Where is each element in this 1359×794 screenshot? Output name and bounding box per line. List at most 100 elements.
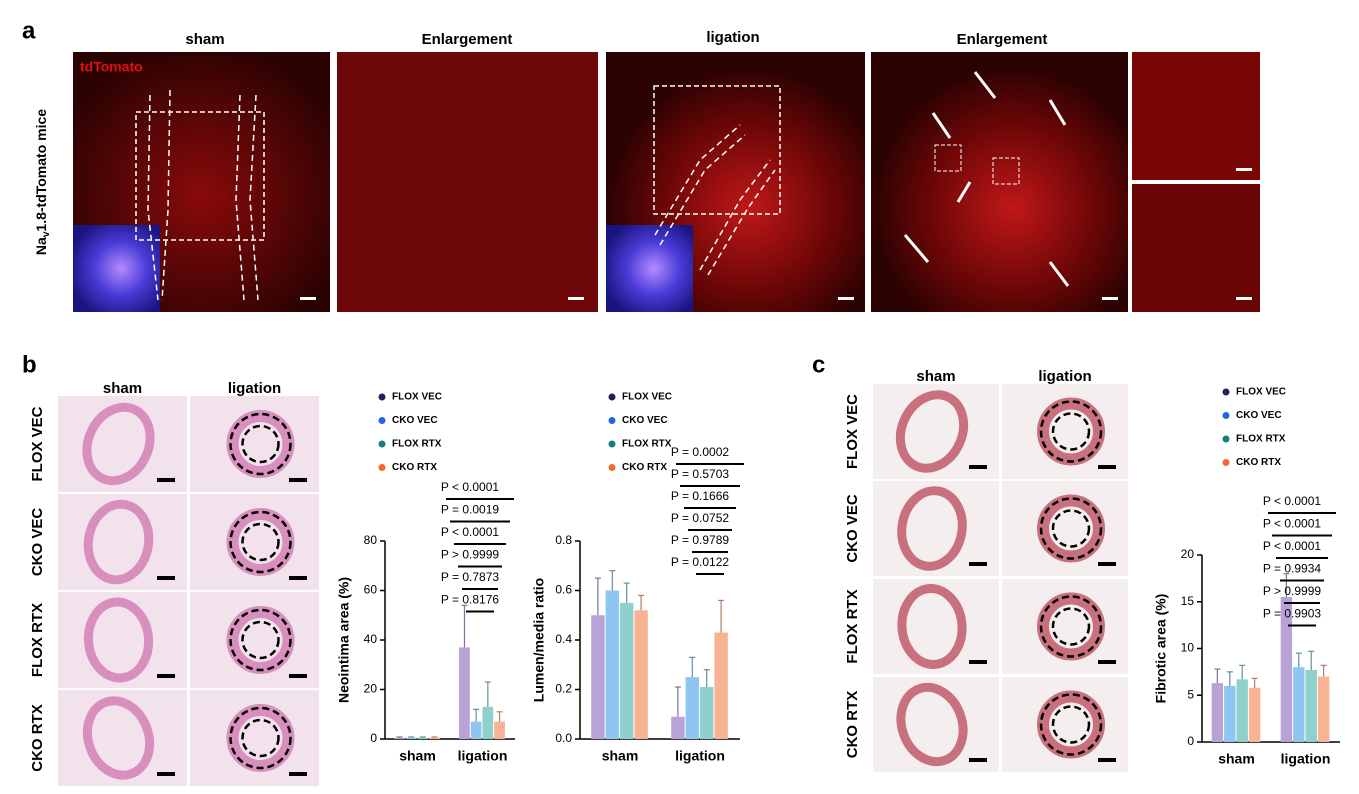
dash-outline <box>241 620 280 660</box>
x-tick-label: sham <box>399 748 436 764</box>
bar <box>671 716 685 739</box>
panel-letter: c <box>812 351 825 378</box>
y-tick-label: 0.4 <box>555 632 572 646</box>
vessel <box>897 584 967 669</box>
scale-bar <box>289 772 307 776</box>
bar <box>685 677 699 739</box>
scale-bar <box>157 772 175 776</box>
bar <box>394 737 405 739</box>
micrograph <box>190 592 319 688</box>
bar <box>620 602 634 739</box>
vessel <box>83 499 154 585</box>
x-tick-label: ligation <box>458 748 508 764</box>
y-tick-label: 20 <box>1181 547 1195 561</box>
scale-bar <box>1098 465 1116 469</box>
y-tick-label: 60 <box>364 583 378 597</box>
y-axis-label: Neointima area (%) <box>336 577 352 703</box>
legend-marker <box>378 464 386 471</box>
bar <box>405 737 417 739</box>
bar <box>482 706 494 739</box>
legend-label: FLOX VEC <box>622 392 672 403</box>
side-label-part: 1.8-tdTomato mice <box>33 109 49 232</box>
y-tick-label: 5 <box>1187 687 1194 701</box>
y-tick-label: 40 <box>364 632 378 646</box>
side-label: Nav1.8-tdTomato mice <box>33 109 52 255</box>
roi-box <box>992 157 1020 185</box>
legend-label: CKO VEC <box>622 415 668 426</box>
p-value: P > 0.9999 <box>441 548 499 562</box>
p-value: P > 0.9999 <box>1263 584 1321 598</box>
p-value: P = 0.9903 <box>1263 607 1321 621</box>
column-header: Enlargement <box>957 31 1048 48</box>
legend-label: CKO VEC <box>392 415 438 426</box>
legend-marker <box>608 393 616 401</box>
dash-outline <box>229 412 292 476</box>
bar <box>1317 676 1330 742</box>
roi-box <box>934 144 962 172</box>
y-axis-label: Lumen/media ratio <box>531 578 547 702</box>
vessel <box>895 390 969 473</box>
micrograph <box>337 52 598 312</box>
roi-box <box>653 85 781 215</box>
legend-label: FLOX RTX <box>1236 434 1286 445</box>
row-label: FLOX RTX <box>844 589 861 663</box>
scale-bar <box>157 576 175 580</box>
panel-a-images <box>73 52 1260 312</box>
legend-marker <box>1222 388 1230 396</box>
side-label-part: Na <box>33 237 49 255</box>
vessel <box>226 410 295 478</box>
p-value: P < 0.0001 <box>441 525 499 539</box>
vessel <box>226 606 295 674</box>
dash-outline <box>1051 705 1091 744</box>
y-tick-label: 15 <box>1181 594 1195 608</box>
bar <box>1236 679 1248 742</box>
vessel <box>1037 397 1105 466</box>
micrograph <box>873 481 999 576</box>
dash-outline <box>1039 595 1103 658</box>
dash-outline <box>1051 509 1091 548</box>
row-label: CKO VEC <box>844 494 861 563</box>
scale-bar <box>289 674 307 678</box>
legend-marker <box>608 464 616 471</box>
scale-bar <box>157 478 175 482</box>
y-tick-label: 0.2 <box>555 682 572 696</box>
p-value: P = 0.0002 <box>671 445 729 459</box>
scale-bar <box>289 576 307 580</box>
y-tick-label: 0 <box>1187 734 1194 748</box>
p-value: P < 0.0001 <box>1263 517 1321 531</box>
bar <box>494 721 505 739</box>
column-header: sham <box>916 368 955 385</box>
bar <box>634 610 648 739</box>
dash-outline <box>229 706 292 770</box>
legend-marker <box>1222 459 1230 466</box>
inset <box>606 225 693 312</box>
p-value: P = 0.0122 <box>671 555 729 569</box>
scale-bar <box>289 478 307 482</box>
legend-marker <box>608 417 616 424</box>
legend-label: CKO RTX <box>1236 457 1281 468</box>
p-value: P = 0.0019 <box>441 503 499 517</box>
legend-marker <box>1222 412 1230 419</box>
bar <box>470 721 482 739</box>
side-label-sub: v <box>41 231 52 237</box>
p-value: P = 0.7873 <box>441 570 499 584</box>
micrograph <box>1132 184 1260 312</box>
roi-box <box>135 111 265 241</box>
row-label: CKO RTX <box>844 691 861 759</box>
vessel <box>83 597 154 683</box>
micrograph <box>1132 52 1260 180</box>
row-label: CKO VEC <box>29 508 46 577</box>
bar <box>1224 685 1236 742</box>
scale-bar <box>969 465 987 469</box>
column-header: Enlargement <box>422 31 513 48</box>
dash-outline <box>241 718 280 758</box>
micrograph <box>873 579 999 674</box>
dash-outline <box>1051 607 1091 646</box>
scale-bar <box>157 674 175 678</box>
legend-label: FLOX RTX <box>392 439 442 450</box>
scale-bar <box>969 562 987 566</box>
dash-outline <box>241 522 280 562</box>
bar <box>1248 687 1261 742</box>
vessel <box>226 508 295 576</box>
